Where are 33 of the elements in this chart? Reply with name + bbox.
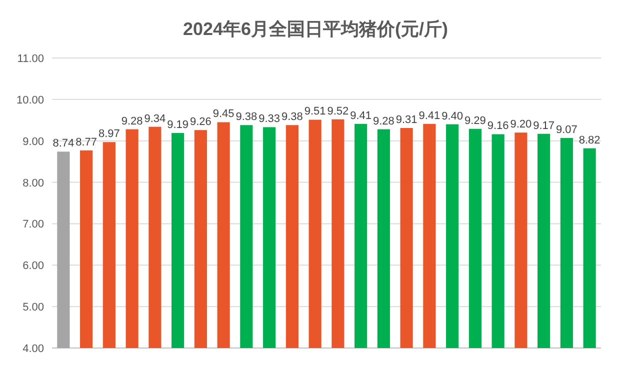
data-label: 9.34 bbox=[144, 112, 166, 125]
data-label: 9.28 bbox=[121, 115, 143, 128]
data-label: 8.97 bbox=[98, 128, 120, 140]
chart-title: 2024年6月全国日平均猪价(元/斤) bbox=[182, 19, 448, 39]
data-label: 9.40 bbox=[442, 110, 464, 122]
data-label: 9.52 bbox=[327, 105, 349, 118]
y-tick-label: 10.00 bbox=[16, 94, 44, 106]
data-label: 9.45 bbox=[212, 108, 234, 120]
data-label: 9.07 bbox=[556, 124, 578, 136]
data-label: 9.38 bbox=[281, 111, 303, 124]
data-label: 9.31 bbox=[396, 114, 418, 126]
data-label: 9.16 bbox=[487, 120, 509, 132]
data-label: 9.26 bbox=[190, 116, 212, 128]
data-label: 9.28 bbox=[372, 115, 394, 128]
data-label: 8.82 bbox=[578, 134, 600, 146]
data-label: 9.33 bbox=[258, 113, 280, 126]
y-tick-label: 5.00 bbox=[22, 302, 44, 314]
data-label: 9.29 bbox=[464, 114, 486, 127]
data-label: 9.38 bbox=[236, 111, 258, 124]
data-label: 9.20 bbox=[510, 118, 532, 131]
data-label: 9.19 bbox=[167, 118, 189, 131]
y-tick-label: 7.00 bbox=[22, 218, 44, 231]
data-label: 8.77 bbox=[76, 136, 98, 148]
y-tick-label: 8.00 bbox=[22, 177, 44, 190]
y-tick-label: 11.00 bbox=[17, 53, 44, 65]
data-label: 9.41 bbox=[350, 110, 372, 122]
data-label: 9.17 bbox=[533, 120, 555, 132]
y-tick-label: 4.00 bbox=[22, 343, 44, 355]
y-tick-label: 9.00 bbox=[22, 136, 44, 148]
data-label: 9.51 bbox=[304, 106, 326, 118]
data-label: 9.41 bbox=[418, 110, 440, 122]
data-label: 8.74 bbox=[52, 138, 74, 150]
y-tick-label: 6.00 bbox=[22, 260, 44, 272]
